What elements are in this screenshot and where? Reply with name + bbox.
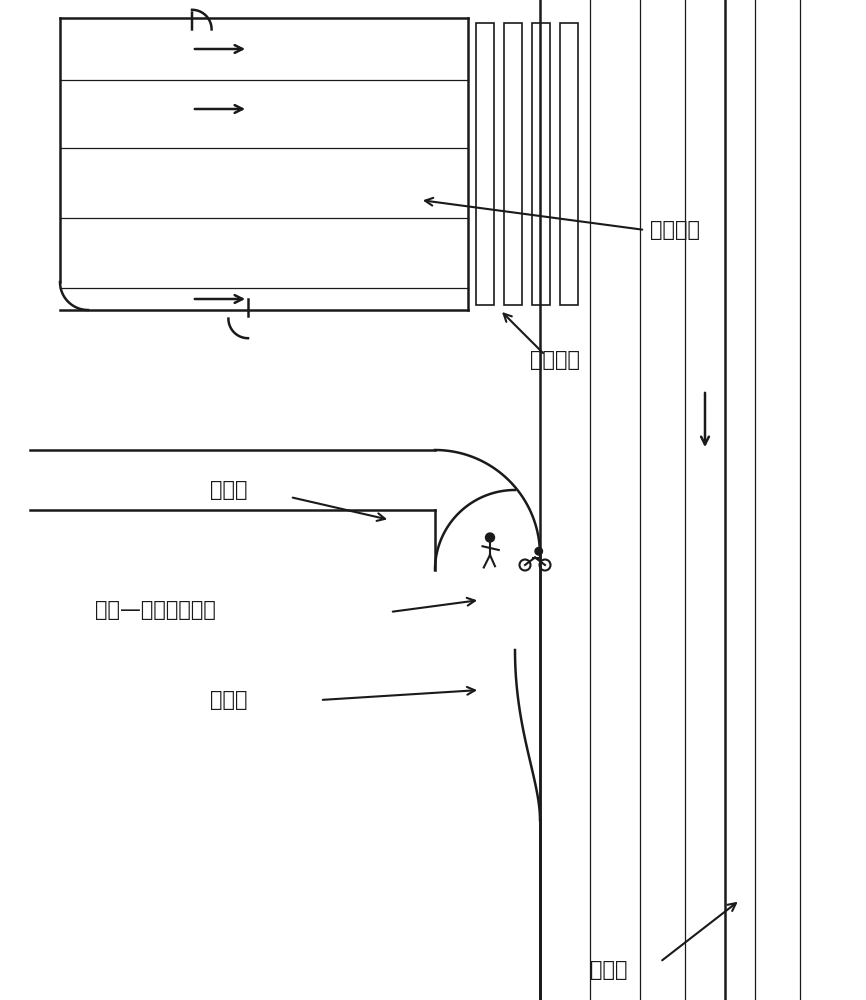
Bar — [476, 23, 494, 305]
Text: 人行道: 人行道 — [210, 480, 248, 500]
Bar — [532, 23, 550, 305]
Bar — [504, 23, 522, 305]
Text: 人行横道: 人行横道 — [530, 350, 580, 370]
Circle shape — [535, 548, 542, 555]
Circle shape — [486, 533, 494, 542]
Text: 机动车道: 机动车道 — [650, 220, 700, 240]
Text: 行人—自行车共享道: 行人—自行车共享道 — [95, 600, 216, 620]
Text: 接入口: 接入口 — [210, 690, 248, 710]
Bar — [560, 23, 578, 305]
Text: 分隔带: 分隔带 — [590, 960, 628, 980]
